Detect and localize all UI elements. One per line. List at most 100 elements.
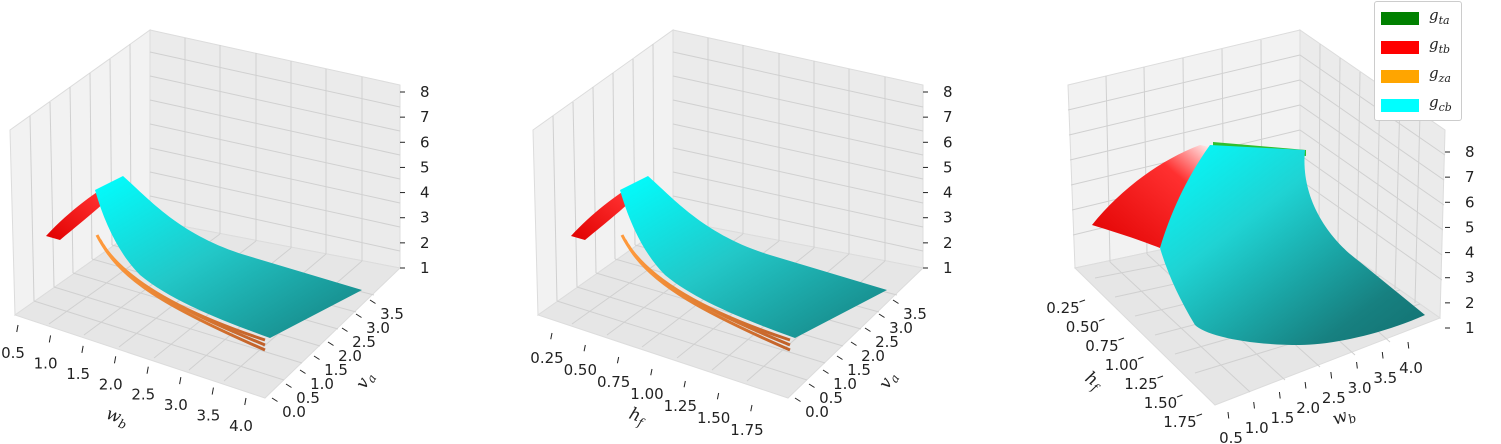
panel-3-y-tick-label: 2.0 (1296, 399, 1320, 417)
panel-2: 1 2 3 4 5 6 7 8 0.250.500.751.001.251.501.75 0.… (530, 29, 953, 439)
panel-3-y-tick-label: 3.5 (1373, 369, 1397, 387)
panel-3-y-ticks: 0.51.01.52.02.53.03.54.0 (1219, 341, 1423, 444)
panel-2-y-tick-label: 3.0 (889, 319, 913, 337)
legend: gta gtb gza gcb (1374, 1, 1462, 121)
panel-3-x-tick-label: 0.50 (1066, 318, 1099, 336)
panel-1-y-tick-label: 3.0 (366, 319, 390, 337)
panel-2-x-tick-label: 0.75 (597, 373, 630, 391)
panel-2-ylabel: va (875, 368, 902, 394)
panel-2-z-tick-label: 4 (943, 184, 953, 202)
panel-1-x-tick-tickmark (179, 377, 182, 385)
panel-3-z-tick-label: 3 (1465, 269, 1475, 287)
panel-3-y-tick-label: 3.0 (1348, 379, 1372, 397)
panel-1-x-tick-tickmark (16, 324, 19, 333)
panel-1-ylabel: va (352, 368, 379, 394)
panel-1-z-tick-label: 5 (420, 158, 430, 176)
panel-3-z-tick-label: 6 (1465, 193, 1475, 211)
panel-1-x-tick-tickmark (81, 345, 84, 353)
panel-1-y-tick-label: 0.5 (296, 389, 320, 407)
panel-3-y-tick-label: 4.0 (1399, 359, 1423, 377)
panel-3-xlabel: hf (1080, 368, 1107, 396)
panel-3-y-tick-tickmark (1407, 341, 1410, 349)
legend-label: gza (1429, 64, 1451, 85)
panel-1-y-tick-label: 2.5 (352, 333, 376, 351)
panel-1-z-tick-label: 3 (420, 209, 430, 227)
legend-swatch (1381, 41, 1419, 54)
panel-2-x-tick-label: 1.75 (730, 421, 763, 439)
panel-1-x-tick-tickmark (146, 366, 149, 374)
panel-3-x-tick-tickmark (1196, 413, 1203, 417)
panel-2-x-tick-tickmark (716, 392, 720, 400)
panel-1-y-tick-tickmark (369, 299, 376, 304)
panel-1-y-tick-label: 3.5 (380, 305, 404, 323)
panel-3-y-tick-tickmark (1381, 351, 1384, 359)
panel-2-x-tick-label: 0.50 (564, 361, 597, 379)
panel-1-y-tick-tickmark (327, 341, 334, 346)
legend-swatch (1381, 12, 1419, 25)
panel-2-y-tick-label: 1.5 (847, 361, 871, 379)
panel-2-x-tick-label: 1.00 (630, 385, 663, 403)
panel-3-x-tick-tickmark (1137, 356, 1144, 360)
panel-2-z-ticks: 1 2 3 4 5 6 7 8 (923, 83, 953, 277)
panel-1-x-tick-label: 0.5 (1, 344, 25, 362)
panel-2-x-tick-tickmark (550, 332, 553, 340)
panel-2-z-tick-label: 2 (943, 234, 953, 252)
panel-3-y-tick-tickmark (1330, 371, 1333, 379)
panel-1-z-tick-label: 6 (420, 133, 430, 151)
panel-2-y-tick-label: 0.5 (819, 389, 843, 407)
panel-2-x-tick-tickmark (583, 344, 586, 352)
panel-3-z-ticks: 1 2 3 4 5 6 7 8 (1445, 143, 1475, 337)
panel-3-x-tick-tickmark (1118, 337, 1125, 341)
panel-1-x-tick-label: 2.5 (131, 386, 155, 404)
panel-1-y-tick-tickmark (313, 355, 320, 360)
panel-3-x-ticks: 0.250.500.751.001.251.501.75 (1046, 299, 1203, 431)
panel-1-x-tick-tickmark (211, 387, 214, 395)
panel-1-z-tick-label: 8 (420, 83, 430, 101)
panel-2-x-ticks: 0.250.500.751.001.251.501.75 (530, 332, 764, 439)
panel-2-x-tick-label: 0.25 (530, 349, 563, 367)
panel-2-y-tick-tickmark (850, 341, 857, 346)
panel-2-y-tick-label: 2.5 (875, 333, 899, 351)
panel-1-x-ticks: 0.5 1.0 1.5 2.0 2.5 3.0 3.5 4.0 (1, 324, 253, 435)
panel-3-y-tick-tickmark (1227, 411, 1230, 419)
panel-3-z-tick-label: 1 (1465, 319, 1475, 337)
panel-3-x-tick-label: 0.25 (1046, 299, 1079, 317)
panel-3-y-tick-label: 2.5 (1322, 389, 1346, 407)
panel-1-y-ticks: 0.00.51.01.52.02.53.03.5 (271, 299, 404, 421)
panel-3: 1 2 3 4 5 6 7 8 0.250.500.751.001.251.501.75 0.… (1046, 29, 1475, 444)
legend-label: gcb (1429, 93, 1452, 114)
panel-1-y-tick-tickmark (285, 383, 292, 388)
panel-2-y-tick-tickmark (892, 299, 899, 304)
panel-3-y-tick-label: 0.5 (1219, 429, 1243, 444)
legend-item-ta: gta (1381, 6, 1461, 28)
panel-1-x-tick-label: 3.0 (164, 396, 188, 414)
legend-swatch (1381, 70, 1419, 83)
panel-2-z-tick-label: 5 (943, 158, 953, 176)
panel-1-x-tick-label: 3.5 (196, 407, 220, 425)
panel-3-y-tick-tickmark (1278, 391, 1281, 399)
legend-item-tb: gtb (1381, 35, 1461, 57)
legend-item-cb: gcb (1381, 93, 1461, 115)
panel-3-cyan-surface (1160, 145, 1425, 345)
panel-1-y-tick-tickmark (299, 369, 306, 374)
panel-2-y-tick-tickmark (878, 313, 885, 318)
panel-2-x-tick-tickmark (750, 404, 753, 412)
panel-3-y-tick-label: 1.0 (1245, 419, 1269, 437)
panel-2-y-tick-label: 1.0 (833, 375, 857, 393)
panel-2-y-tick-tickmark (808, 383, 815, 388)
panel-2-z-tick-label: 1 (943, 259, 953, 277)
panel-3-z-tick-label: 2 (1465, 294, 1475, 312)
panel-1-z-tick-label: 2 (420, 234, 430, 252)
panel-1-z-tick-label: 4 (420, 184, 430, 202)
panel-1-y-tick-label: 1.5 (324, 361, 348, 379)
panel-3-x-tick-label: 0.75 (1085, 337, 1118, 355)
panel-1-y-tick-tickmark (341, 327, 348, 332)
panel-2-cyan-surface (620, 176, 887, 338)
panel-2-y-ticks: 0.00.51.01.52.02.53.03.5 (794, 299, 927, 421)
panel-2-y-tick-tickmark (836, 355, 843, 360)
panel-1-x-tick-label: 4.0 (229, 417, 253, 435)
legend-label: gtb (1429, 35, 1451, 56)
panel-3-x-tick-tickmark (1098, 318, 1105, 322)
panel-2-xlabel: hf (626, 404, 650, 431)
